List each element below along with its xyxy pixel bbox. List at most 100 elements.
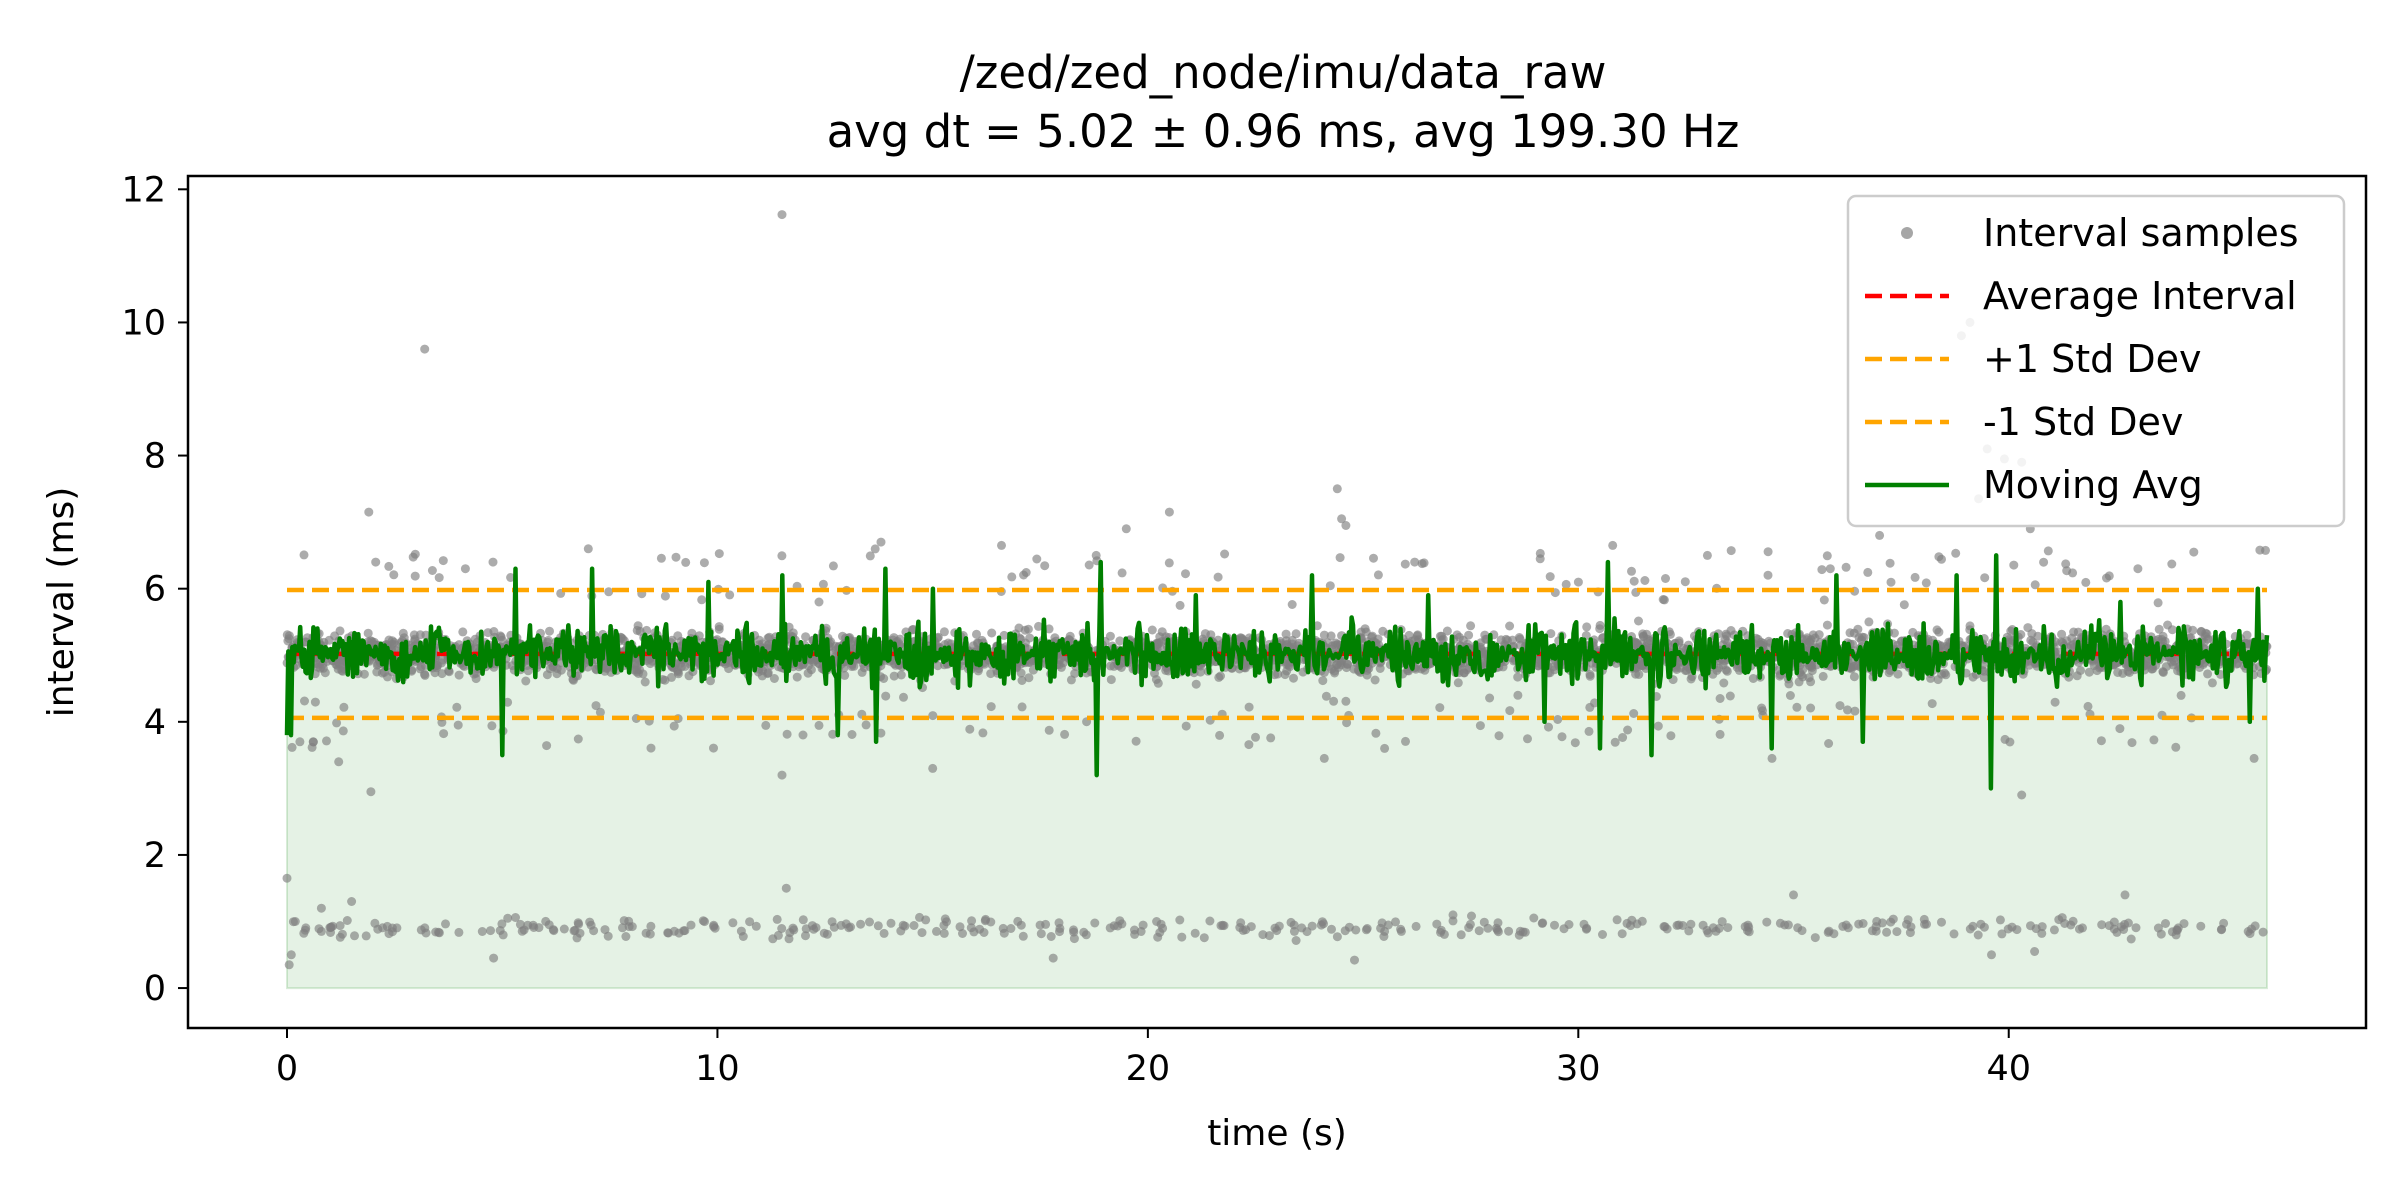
- sample-point: [434, 573, 444, 583]
- sample-point: [334, 757, 344, 767]
- sample-point: [322, 736, 331, 746]
- sample-point: [1672, 920, 1682, 930]
- sample-point: [1863, 567, 1873, 577]
- sample-point: [1937, 917, 1946, 927]
- sample-point: [1244, 740, 1254, 750]
- sample-point: [1584, 726, 1594, 736]
- sample-point: [1775, 918, 1785, 928]
- sample-point: [1659, 922, 1669, 931]
- sample-point: [1617, 929, 1627, 939]
- sample-point: [1623, 725, 1633, 735]
- sample-point: [818, 579, 828, 589]
- sample-point: [1825, 564, 1835, 574]
- sample-point: [1105, 631, 1115, 641]
- sample-point: [454, 927, 464, 937]
- sample-point: [782, 729, 792, 739]
- sample-point: [2133, 564, 2143, 574]
- sample-point: [1824, 739, 1834, 748]
- sample-point: [2250, 921, 2260, 931]
- sample-point: [1090, 918, 1100, 928]
- sample-point: [1036, 929, 1046, 939]
- sample-point: [1987, 950, 1996, 960]
- sample-point: [1464, 923, 1474, 933]
- sample-point: [1744, 922, 1754, 932]
- sample-point: [1841, 920, 1851, 930]
- sample-point: [453, 720, 463, 730]
- sample-point: [1371, 728, 1381, 738]
- sample-point: [1199, 933, 1209, 943]
- sample-point: [1807, 666, 1817, 676]
- sample-point: [384, 561, 394, 571]
- sample-point: [1922, 919, 1931, 929]
- sample-point: [364, 507, 374, 517]
- sample-point: [421, 928, 431, 938]
- sample-point: [2161, 919, 2170, 928]
- sample-point: [1722, 631, 1732, 641]
- sample-point: [769, 674, 779, 683]
- sample-point: [1681, 666, 1691, 676]
- sample-point: [439, 729, 449, 739]
- sample-point: [452, 702, 462, 712]
- sample-point: [1467, 911, 1476, 921]
- sample-point: [986, 702, 996, 712]
- sample-point: [498, 930, 508, 940]
- sample-point: [1702, 550, 1712, 560]
- sample-point: [1412, 631, 1422, 641]
- sample-point: [1714, 924, 1724, 933]
- sample-point: [310, 697, 320, 707]
- sample-point: [673, 631, 683, 641]
- sample-point: [1553, 715, 1563, 724]
- sample-point: [308, 737, 318, 747]
- sample-point: [1319, 630, 1329, 640]
- sample-point: [1973, 930, 1983, 940]
- sample-point: [2113, 668, 2123, 677]
- sample-point: [342, 916, 352, 925]
- sample-point: [1640, 576, 1650, 585]
- sample-point: [2061, 559, 2071, 569]
- sample-point: [1152, 917, 1162, 926]
- sample-point: [1316, 920, 1326, 930]
- sample-point: [1164, 507, 1174, 517]
- sample-point: [2009, 560, 2019, 570]
- sample-point: [1965, 924, 1975, 934]
- sample-point: [1659, 595, 1669, 605]
- sample-point: [572, 933, 582, 943]
- y-tick-label: 12: [121, 170, 166, 210]
- sample-point: [1823, 927, 1833, 937]
- sample-point: [2207, 678, 2217, 688]
- sample-point: [1373, 570, 1383, 580]
- sample-point: [1048, 953, 1058, 963]
- sample-point: [1287, 600, 1297, 609]
- sample-point: [1419, 558, 1429, 568]
- sample-point: [1121, 524, 1131, 534]
- sample-point: [1789, 890, 1798, 900]
- sample-point: [671, 552, 681, 562]
- sample-point: [986, 669, 996, 679]
- sample-point: [337, 929, 347, 939]
- sample-point: [2163, 620, 2173, 630]
- sample-point: [2076, 666, 2085, 675]
- sample-point: [1341, 521, 1351, 530]
- sample-point: [979, 928, 989, 937]
- sample-point: [1448, 910, 1458, 920]
- sample-point: [314, 924, 324, 934]
- sample-point: [603, 931, 613, 941]
- sample-point: [1115, 636, 1125, 646]
- sample-point: [497, 919, 507, 929]
- sample-point: [1175, 915, 1185, 925]
- sample-point: [1792, 702, 1802, 712]
- legend-marker-samples: [1901, 227, 1913, 239]
- sample-point: [1934, 552, 1944, 562]
- plot-area: [282, 210, 2272, 990]
- sample-point: [777, 210, 787, 220]
- sample-point: [1523, 734, 1532, 744]
- sample-point: [865, 917, 874, 927]
- sample-point: [2050, 697, 2060, 707]
- sample-point: [288, 917, 298, 927]
- sample-point: [1806, 677, 1816, 687]
- sample-point: [1464, 630, 1474, 640]
- sample-point: [1504, 926, 1514, 936]
- sample-point: [939, 928, 949, 938]
- sample-point: [1017, 702, 1027, 712]
- sample-point: [1634, 616, 1643, 626]
